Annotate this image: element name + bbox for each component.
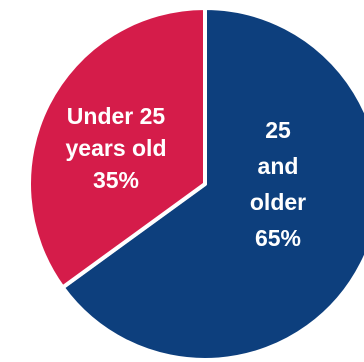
pie-slice-1 — [27, 6, 207, 290]
slice-label-0-line-1: and — [258, 153, 299, 179]
slice-label-0-line-2: older — [250, 189, 306, 215]
slice-label-1-line-1: years old — [66, 135, 167, 161]
slice-label-0: 25 and older 65% — [250, 117, 306, 251]
slice-label-1-line-2: 35% — [93, 167, 139, 193]
pie-slice-0 — [60, 6, 364, 362]
slice-label-0-line-3: 65% — [255, 225, 301, 251]
slice-label-1: Under 25 years old 35% — [66, 103, 167, 193]
slice-label-0-line-0: 25 — [265, 117, 291, 143]
slice-label-1-line-0: Under 25 — [67, 103, 166, 129]
